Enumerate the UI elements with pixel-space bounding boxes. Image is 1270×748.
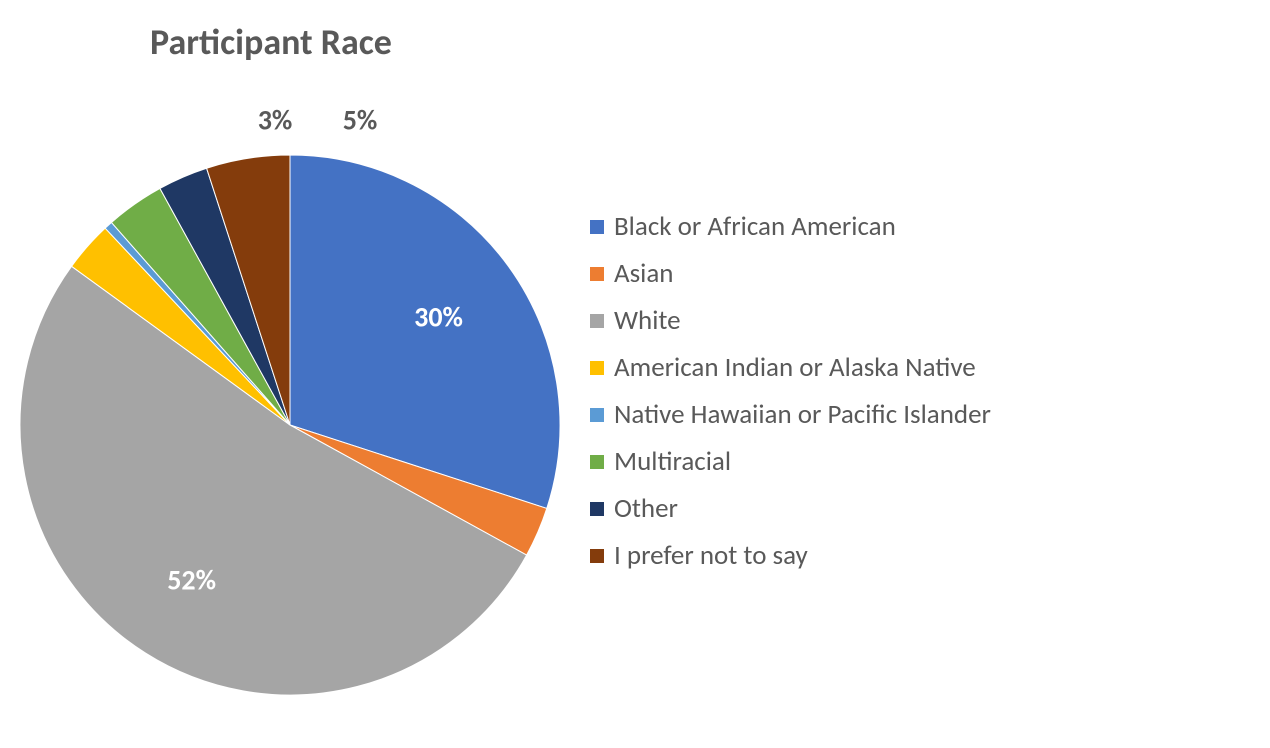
legend-swatch bbox=[590, 455, 604, 469]
legend-label: I prefer not to say bbox=[614, 539, 808, 572]
legend-label: Asian bbox=[614, 257, 674, 290]
pie-svg bbox=[18, 153, 562, 697]
legend-label: Black or African American bbox=[614, 210, 896, 243]
legend: Black or African American Asian White Ameri… bbox=[590, 210, 991, 586]
legend-swatch bbox=[590, 408, 604, 422]
pie-wrapper bbox=[18, 153, 562, 702]
legend-swatch bbox=[590, 220, 604, 234]
legend-label: Other bbox=[614, 492, 678, 525]
legend-item: Other bbox=[590, 492, 991, 525]
pie-data-label: 5% bbox=[343, 103, 378, 138]
legend-swatch bbox=[590, 502, 604, 516]
legend-item: Black or African American bbox=[590, 210, 991, 243]
legend-label: Native Hawaiian or Pacific Islander bbox=[614, 398, 991, 431]
pie-chart-container: Participant Race 30%52%3%5% Black or Afr… bbox=[0, 0, 1270, 748]
legend-item: White bbox=[590, 304, 991, 337]
legend-item: Multiracial bbox=[590, 445, 991, 478]
pie-data-label: 3% bbox=[258, 103, 293, 138]
legend-item: Asian bbox=[590, 257, 991, 290]
legend-swatch bbox=[590, 314, 604, 328]
legend-label: Multiracial bbox=[614, 445, 731, 478]
legend-label: American Indian or Alaska Native bbox=[614, 351, 976, 384]
legend-item: Native Hawaiian or Pacific Islander bbox=[590, 398, 991, 431]
legend-swatch bbox=[590, 267, 604, 281]
legend-item: I prefer not to say bbox=[590, 539, 991, 572]
legend-swatch bbox=[590, 361, 604, 375]
legend-swatch bbox=[590, 549, 604, 563]
legend-label: White bbox=[614, 304, 681, 337]
legend-item: American Indian or Alaska Native bbox=[590, 351, 991, 384]
chart-title: Participant Race bbox=[150, 20, 392, 64]
